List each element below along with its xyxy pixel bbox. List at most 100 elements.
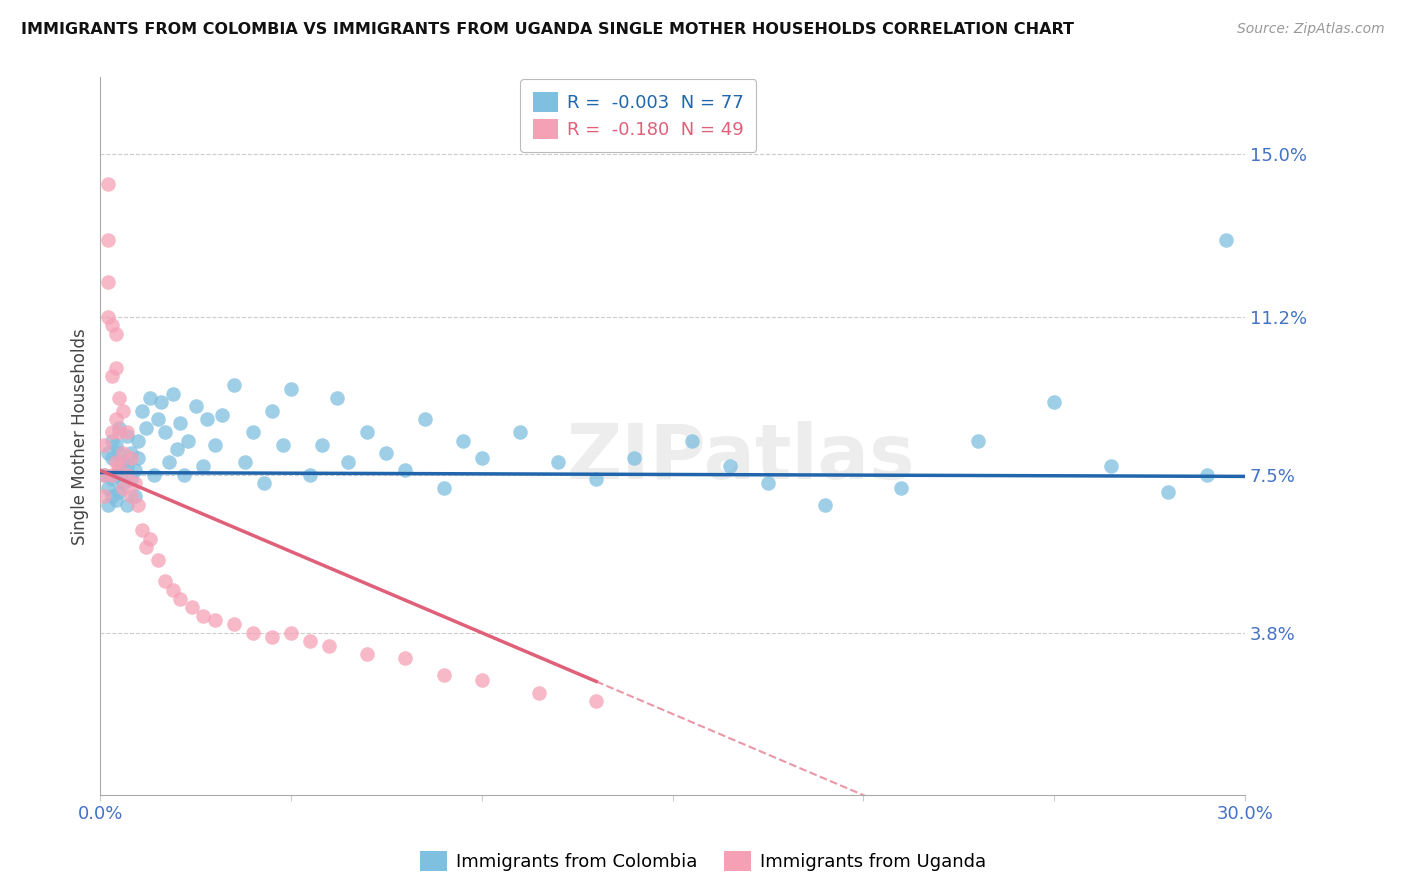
Point xyxy=(108,420,131,434)
Point xyxy=(108,391,131,405)
Point xyxy=(97,446,120,460)
Text: IMMIGRANTS FROM COLOMBIA VS IMMIGRANTS FROM UGANDA SINGLE MOTHER HOUSEHOLDS CORR: IMMIGRANTS FROM COLOMBIA VS IMMIGRANTS F… xyxy=(21,22,1074,37)
Point xyxy=(93,438,115,452)
Point xyxy=(623,450,645,465)
Point xyxy=(128,498,150,512)
Point xyxy=(93,467,115,482)
Point xyxy=(1215,233,1237,247)
Point xyxy=(718,459,741,474)
Point xyxy=(104,493,127,508)
Point xyxy=(242,625,264,640)
Point xyxy=(1195,467,1218,482)
Point xyxy=(814,498,837,512)
Point xyxy=(193,459,215,474)
Point xyxy=(260,403,283,417)
Point xyxy=(890,481,912,495)
Point xyxy=(124,476,146,491)
Point xyxy=(104,467,127,482)
Point xyxy=(337,455,360,469)
Point xyxy=(471,673,494,687)
Point xyxy=(433,481,456,495)
Point xyxy=(115,459,138,474)
Point xyxy=(115,425,138,439)
Point xyxy=(195,412,218,426)
Point xyxy=(101,467,124,482)
Point xyxy=(97,178,120,192)
Legend: Immigrants from Colombia, Immigrants from Uganda: Immigrants from Colombia, Immigrants fro… xyxy=(412,844,994,879)
Point xyxy=(108,459,131,474)
Point xyxy=(585,694,607,708)
Point xyxy=(413,412,436,426)
Point xyxy=(115,467,138,482)
Point xyxy=(433,668,456,682)
Point xyxy=(242,425,264,439)
Point xyxy=(112,446,135,460)
Point xyxy=(222,378,245,392)
Point xyxy=(101,369,124,384)
Point xyxy=(112,403,135,417)
Point xyxy=(162,582,184,597)
Point xyxy=(394,651,416,665)
Point xyxy=(97,233,120,247)
Point xyxy=(280,382,302,396)
Point xyxy=(120,446,142,460)
Point xyxy=(375,446,398,460)
Point xyxy=(101,425,124,439)
Point xyxy=(173,467,195,482)
Point xyxy=(326,391,349,405)
Point xyxy=(509,425,531,439)
Point xyxy=(108,446,131,460)
Legend: R =  -0.003  N = 77, R =  -0.180  N = 49: R = -0.003 N = 77, R = -0.180 N = 49 xyxy=(520,79,756,152)
Point xyxy=(177,434,200,448)
Point xyxy=(124,463,146,477)
Point xyxy=(280,625,302,640)
Point xyxy=(128,450,150,465)
Text: Source: ZipAtlas.com: Source: ZipAtlas.com xyxy=(1237,22,1385,37)
Point xyxy=(756,476,779,491)
Point xyxy=(135,541,157,555)
Point xyxy=(260,630,283,644)
Point xyxy=(471,450,494,465)
Y-axis label: Single Mother Households: Single Mother Households xyxy=(72,328,89,545)
Point xyxy=(108,463,131,477)
Point xyxy=(318,639,340,653)
Point xyxy=(356,647,378,661)
Point xyxy=(394,463,416,477)
Point xyxy=(101,489,124,503)
Point xyxy=(101,318,124,333)
Point xyxy=(273,438,295,452)
Point xyxy=(211,408,233,422)
Point xyxy=(115,429,138,443)
Point xyxy=(356,425,378,439)
Point xyxy=(108,425,131,439)
Point xyxy=(162,386,184,401)
Point xyxy=(153,425,176,439)
Point xyxy=(120,472,142,486)
Point xyxy=(451,434,474,448)
Point xyxy=(104,326,127,341)
Point xyxy=(966,434,988,448)
Point xyxy=(1157,484,1180,499)
Point xyxy=(157,455,180,469)
Point xyxy=(112,476,135,491)
Point xyxy=(204,613,226,627)
Point xyxy=(120,489,142,503)
Point xyxy=(128,434,150,448)
Point xyxy=(139,532,162,546)
Point xyxy=(120,450,142,465)
Point xyxy=(97,481,120,495)
Point xyxy=(204,438,226,452)
Point xyxy=(104,455,127,469)
Point xyxy=(104,360,127,375)
Point xyxy=(1099,459,1122,474)
Point xyxy=(299,634,322,648)
Point xyxy=(112,481,135,495)
Point xyxy=(150,395,173,409)
Point xyxy=(101,434,124,448)
Point xyxy=(153,574,176,589)
Point xyxy=(585,472,607,486)
Point xyxy=(180,600,202,615)
Point xyxy=(93,467,115,482)
Point xyxy=(1043,395,1066,409)
Point xyxy=(253,476,276,491)
